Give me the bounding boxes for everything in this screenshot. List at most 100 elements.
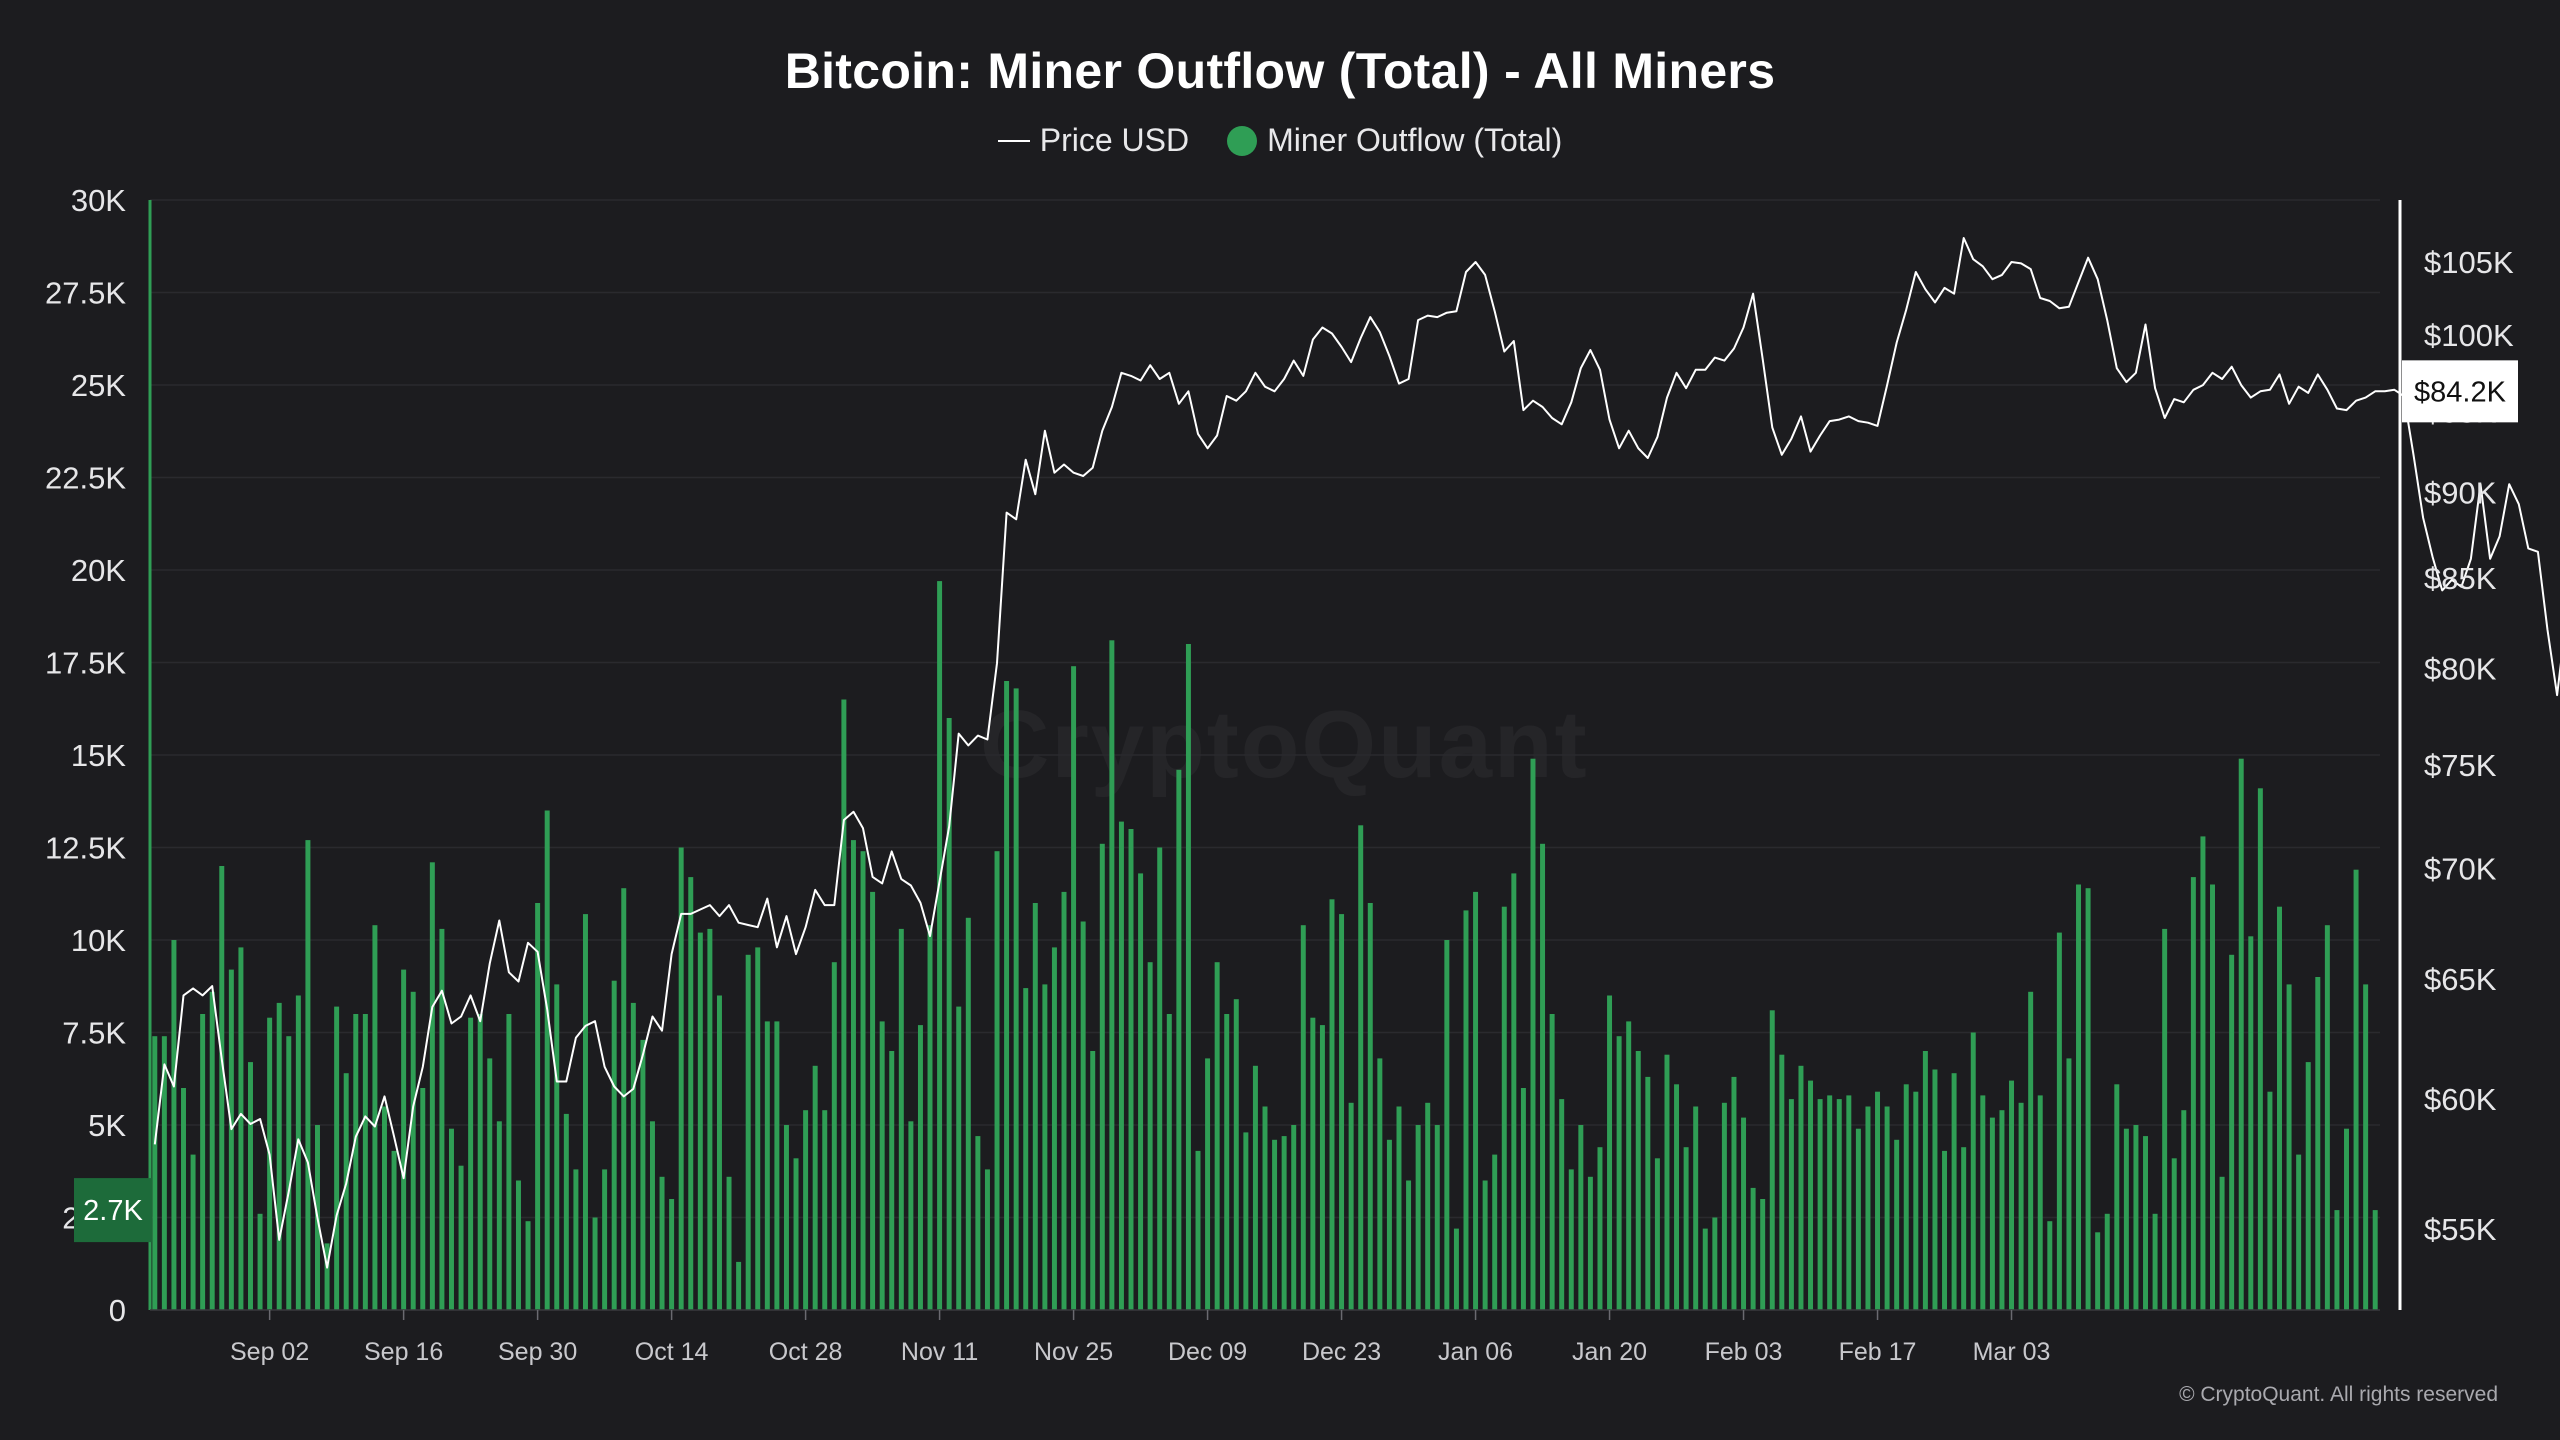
outflow-bar: [1568, 1169, 1574, 1310]
current-price-value: $84.2K: [2414, 376, 2507, 408]
right-tick-label: $105K: [2424, 245, 2514, 280]
outflow-bar: [1118, 821, 1124, 1310]
right-tick-label: $90K: [2424, 476, 2497, 511]
outflow-bar: [1233, 999, 1239, 1310]
outflow-bar: [1798, 1065, 1804, 1310]
outflow-bar: [2104, 1213, 2110, 1310]
outflow-bar: [1616, 1036, 1622, 1310]
current-price-badge: [2402, 360, 2518, 423]
outflow-bar: [2305, 1062, 2311, 1310]
outflow-bar: [1664, 1054, 1670, 1310]
outflow-bar: [544, 810, 550, 1310]
outflow-bar: [353, 1014, 359, 1310]
outflow-bar: [1195, 1150, 1201, 1310]
outflow-bar: [1099, 843, 1105, 1310]
outflow-bar: [477, 1014, 483, 1310]
outflow-bar: [496, 1121, 502, 1310]
outflow-bar: [2324, 925, 2330, 1310]
outflow-bar: [420, 1088, 426, 1310]
outflow-bar: [1607, 995, 1613, 1310]
outflow-bar: [343, 1073, 349, 1310]
outflow-bar: [1932, 1069, 1938, 1310]
right-tick-label: $65K: [2424, 962, 2497, 997]
outflow-bar: [1741, 1117, 1747, 1310]
outflow-bar: [2286, 984, 2292, 1310]
outflow-bar: [793, 1158, 799, 1310]
outflow-bar: [525, 1221, 531, 1310]
legend-item-outflow[interactable]: Miner Outflow (Total): [1227, 122, 1562, 159]
outflow-bar: [1013, 688, 1019, 1310]
outflow-bar: [1760, 1199, 1766, 1310]
x-tick-label: Oct 14: [635, 1338, 709, 1366]
outflow-bar: [181, 1088, 186, 1310]
outflow-bar: [1721, 1102, 1727, 1310]
outflow-bar: [1875, 1091, 1881, 1310]
outflow-bar: [1827, 1095, 1833, 1310]
outflow-bar: [1817, 1099, 1823, 1310]
outflow-bar: [2190, 877, 2196, 1310]
outflow-bar: [1913, 1091, 1919, 1310]
left-tick-label: 12.5K: [45, 831, 126, 866]
outflow-bar: [1549, 1014, 1555, 1310]
outflow-bar: [410, 991, 416, 1310]
outflow-bar: [1415, 1125, 1421, 1310]
outflow-bar: [535, 903, 541, 1310]
outflow-bar: [2296, 1154, 2302, 1310]
outflow-bar: [1252, 1065, 1258, 1310]
x-tick-label: Feb 03: [1705, 1338, 1783, 1366]
outflow-bar: [1205, 1058, 1211, 1310]
outflow-bar: [554, 984, 560, 1310]
outflow-bar: [2315, 977, 2321, 1310]
outflow-bar: [2353, 869, 2359, 1310]
outflow-bar: [1779, 1054, 1785, 1310]
outflow-bar: [1166, 1014, 1172, 1310]
price-line: [153, 237, 2560, 1269]
x-tick-label: Nov 25: [1034, 1338, 1113, 1366]
outflow-bar: [448, 1128, 454, 1310]
outflow-bar: [1961, 1147, 1967, 1310]
outflow-bar: [228, 969, 234, 1310]
outflow-bar: [1846, 1095, 1852, 1310]
outflow-bar: [1836, 1099, 1842, 1310]
left-tick-label: 22.5K: [45, 461, 126, 496]
outflow-bar: [1894, 1139, 1900, 1310]
outflow-bar: [1080, 921, 1086, 1310]
outflow-bar: [1999, 1110, 2005, 1310]
copyright-notice: © CryptoQuant. All rights reserved: [2179, 1383, 2498, 1406]
outflow-bar: [2037, 1095, 2043, 1310]
price-line-group: [153, 237, 2560, 1269]
right-tick-label: $80K: [2424, 652, 2497, 687]
outflow-bar: [1980, 1095, 1986, 1310]
outflow-bar: [1635, 1051, 1641, 1310]
outflow-bar: [1654, 1158, 1660, 1310]
outflow-bar: [1511, 873, 1517, 1310]
outflow-bar: [1444, 940, 1450, 1310]
outflow-bar: [439, 928, 445, 1310]
outflow-bar: [841, 699, 847, 1310]
outflow-bar: [707, 928, 713, 1310]
outflow-bar: [1061, 891, 1067, 1310]
outflow-bar: [1358, 825, 1364, 1310]
outflow-bar: [812, 1065, 818, 1310]
outflow-bar: [822, 1110, 828, 1310]
outflow-bar: [295, 995, 301, 1310]
legend-outflow-label: Miner Outflow (Total): [1267, 122, 1563, 158]
outflow-bar: [305, 840, 311, 1310]
outflow-bar: [1492, 1154, 1498, 1310]
outflow-bar: [1004, 681, 1010, 1310]
outflow-bar: [764, 1021, 770, 1310]
outflow-bar: [1176, 769, 1182, 1310]
outflow-bar: [659, 1176, 665, 1310]
legend-item-price[interactable]: Price USD: [997, 122, 1189, 159]
left-tick-label: 5K: [88, 1108, 126, 1143]
outflow-bar: [697, 932, 703, 1310]
outflow-bar: [1310, 1017, 1316, 1310]
outflow-bar: [831, 962, 837, 1310]
outflow-bar: [870, 891, 876, 1310]
outflow-bar: [1300, 925, 1306, 1310]
outflow-bar: [573, 1169, 579, 1310]
outflow-bar: [1645, 1076, 1651, 1310]
outflow-bar: [965, 917, 971, 1310]
outflow-bar: [2018, 1102, 2024, 1310]
outflow-bar: [1702, 1228, 1708, 1310]
